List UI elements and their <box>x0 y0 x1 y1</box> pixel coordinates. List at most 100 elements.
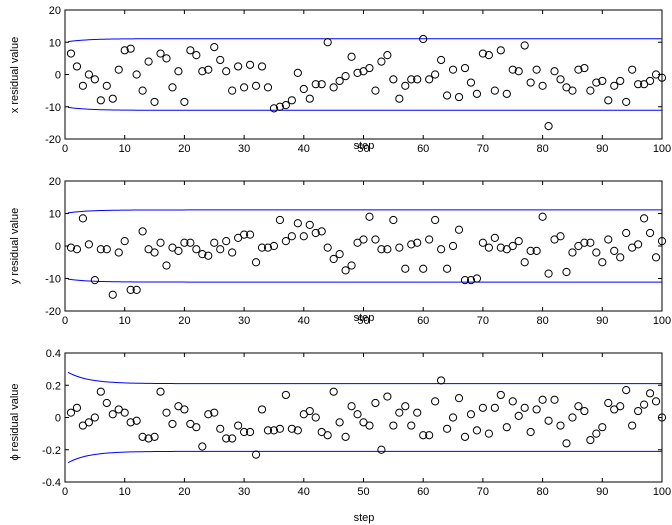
y-tick-label: 0 <box>55 413 61 425</box>
plot-frame <box>64 180 663 312</box>
y-tick-label: 10 <box>49 209 61 221</box>
residual-point <box>162 261 171 270</box>
residual-point <box>275 424 285 433</box>
residual-point <box>102 398 111 408</box>
residual-point <box>592 429 601 438</box>
residual-point <box>287 96 296 105</box>
residual-point <box>72 62 82 71</box>
residual-point <box>323 243 332 252</box>
residual-point <box>365 421 374 430</box>
residual-point <box>72 403 82 412</box>
residual-point <box>628 65 637 74</box>
residual-point <box>401 264 410 273</box>
residual-point <box>419 431 428 440</box>
lower-bound-line <box>67 450 662 464</box>
residual-point <box>604 398 613 408</box>
residual-point <box>269 104 279 113</box>
upper-bound-line <box>67 371 662 385</box>
residual-point <box>359 235 368 244</box>
x-tick-label: 30 <box>238 315 250 327</box>
residual-point <box>269 426 279 435</box>
residual-point <box>311 228 320 238</box>
y-axis-label: x residual value <box>9 37 21 113</box>
upper-bound-line <box>67 38 662 43</box>
residual-point <box>460 276 470 285</box>
residual-point <box>425 431 434 440</box>
residual-point <box>126 285 135 294</box>
residual-point <box>604 235 613 244</box>
x-tick-label: 40 <box>298 143 310 155</box>
residual-point <box>544 416 553 425</box>
x-tick-label: 60 <box>417 143 429 155</box>
residual-point <box>592 78 601 87</box>
plot-frame <box>64 352 663 483</box>
residual-point <box>478 238 487 247</box>
residual-point <box>568 413 577 422</box>
residual-point <box>335 250 344 259</box>
residual-point <box>407 240 416 249</box>
residual-point <box>66 408 76 417</box>
residual-point <box>180 97 189 107</box>
y-tick-label: 0 <box>55 70 61 82</box>
residual-point <box>383 51 392 60</box>
residual-point <box>389 75 398 84</box>
residual-point <box>490 403 499 412</box>
residual-point <box>395 243 404 252</box>
x-tick-label: 40 <box>298 315 310 327</box>
residual-point <box>437 245 446 254</box>
residual-point <box>651 397 661 406</box>
residual-point <box>66 243 76 252</box>
residual-point <box>138 86 147 95</box>
residual-point <box>448 65 458 74</box>
residual-point <box>66 49 76 58</box>
residual-point <box>574 402 583 411</box>
residual-point <box>389 215 398 225</box>
x-tick-label: 10 <box>119 315 131 327</box>
residual-point <box>520 403 529 412</box>
residual-point <box>496 243 505 252</box>
residual-point <box>96 245 105 254</box>
residual-point <box>437 376 446 385</box>
residual-point <box>448 413 458 422</box>
residual-point <box>287 424 296 433</box>
residual-point <box>634 240 643 249</box>
residual-point <box>323 431 332 440</box>
residual-point <box>508 397 517 406</box>
residual-point <box>377 245 386 254</box>
residual-point <box>401 81 410 90</box>
y-tick-label: 20 <box>49 176 61 188</box>
residual-point <box>454 394 464 403</box>
residual-point <box>502 89 511 98</box>
residual-point <box>293 68 302 77</box>
residual-point <box>586 435 595 445</box>
residual-point <box>472 89 482 98</box>
residual-point <box>234 62 243 71</box>
residual-point <box>335 76 344 86</box>
residual-point <box>174 246 183 255</box>
residual-point <box>257 62 267 71</box>
residual-point <box>538 81 547 90</box>
residual-point <box>210 238 219 247</box>
residual-point <box>293 219 302 228</box>
x-tick-label: 90 <box>596 486 608 498</box>
residual-point <box>305 406 314 416</box>
residual-point <box>407 75 416 84</box>
residual-point <box>108 94 117 103</box>
residual-point <box>186 46 195 55</box>
residual-point <box>442 264 452 273</box>
residual-point <box>216 55 225 65</box>
residual-point <box>622 385 631 395</box>
residual-point <box>174 67 183 76</box>
x-tick-label: 20 <box>178 486 190 498</box>
x-tick-label: 60 <box>417 486 429 498</box>
residual-point <box>192 423 201 432</box>
x-tick-label: 90 <box>596 315 608 327</box>
residual-point <box>657 237 667 246</box>
residual-point <box>472 274 482 283</box>
residual-point <box>120 46 129 55</box>
residual-point <box>281 237 290 246</box>
residual-point <box>580 406 589 416</box>
residual-point <box>84 240 93 249</box>
residual-point <box>389 421 398 430</box>
residual-point <box>365 63 374 73</box>
